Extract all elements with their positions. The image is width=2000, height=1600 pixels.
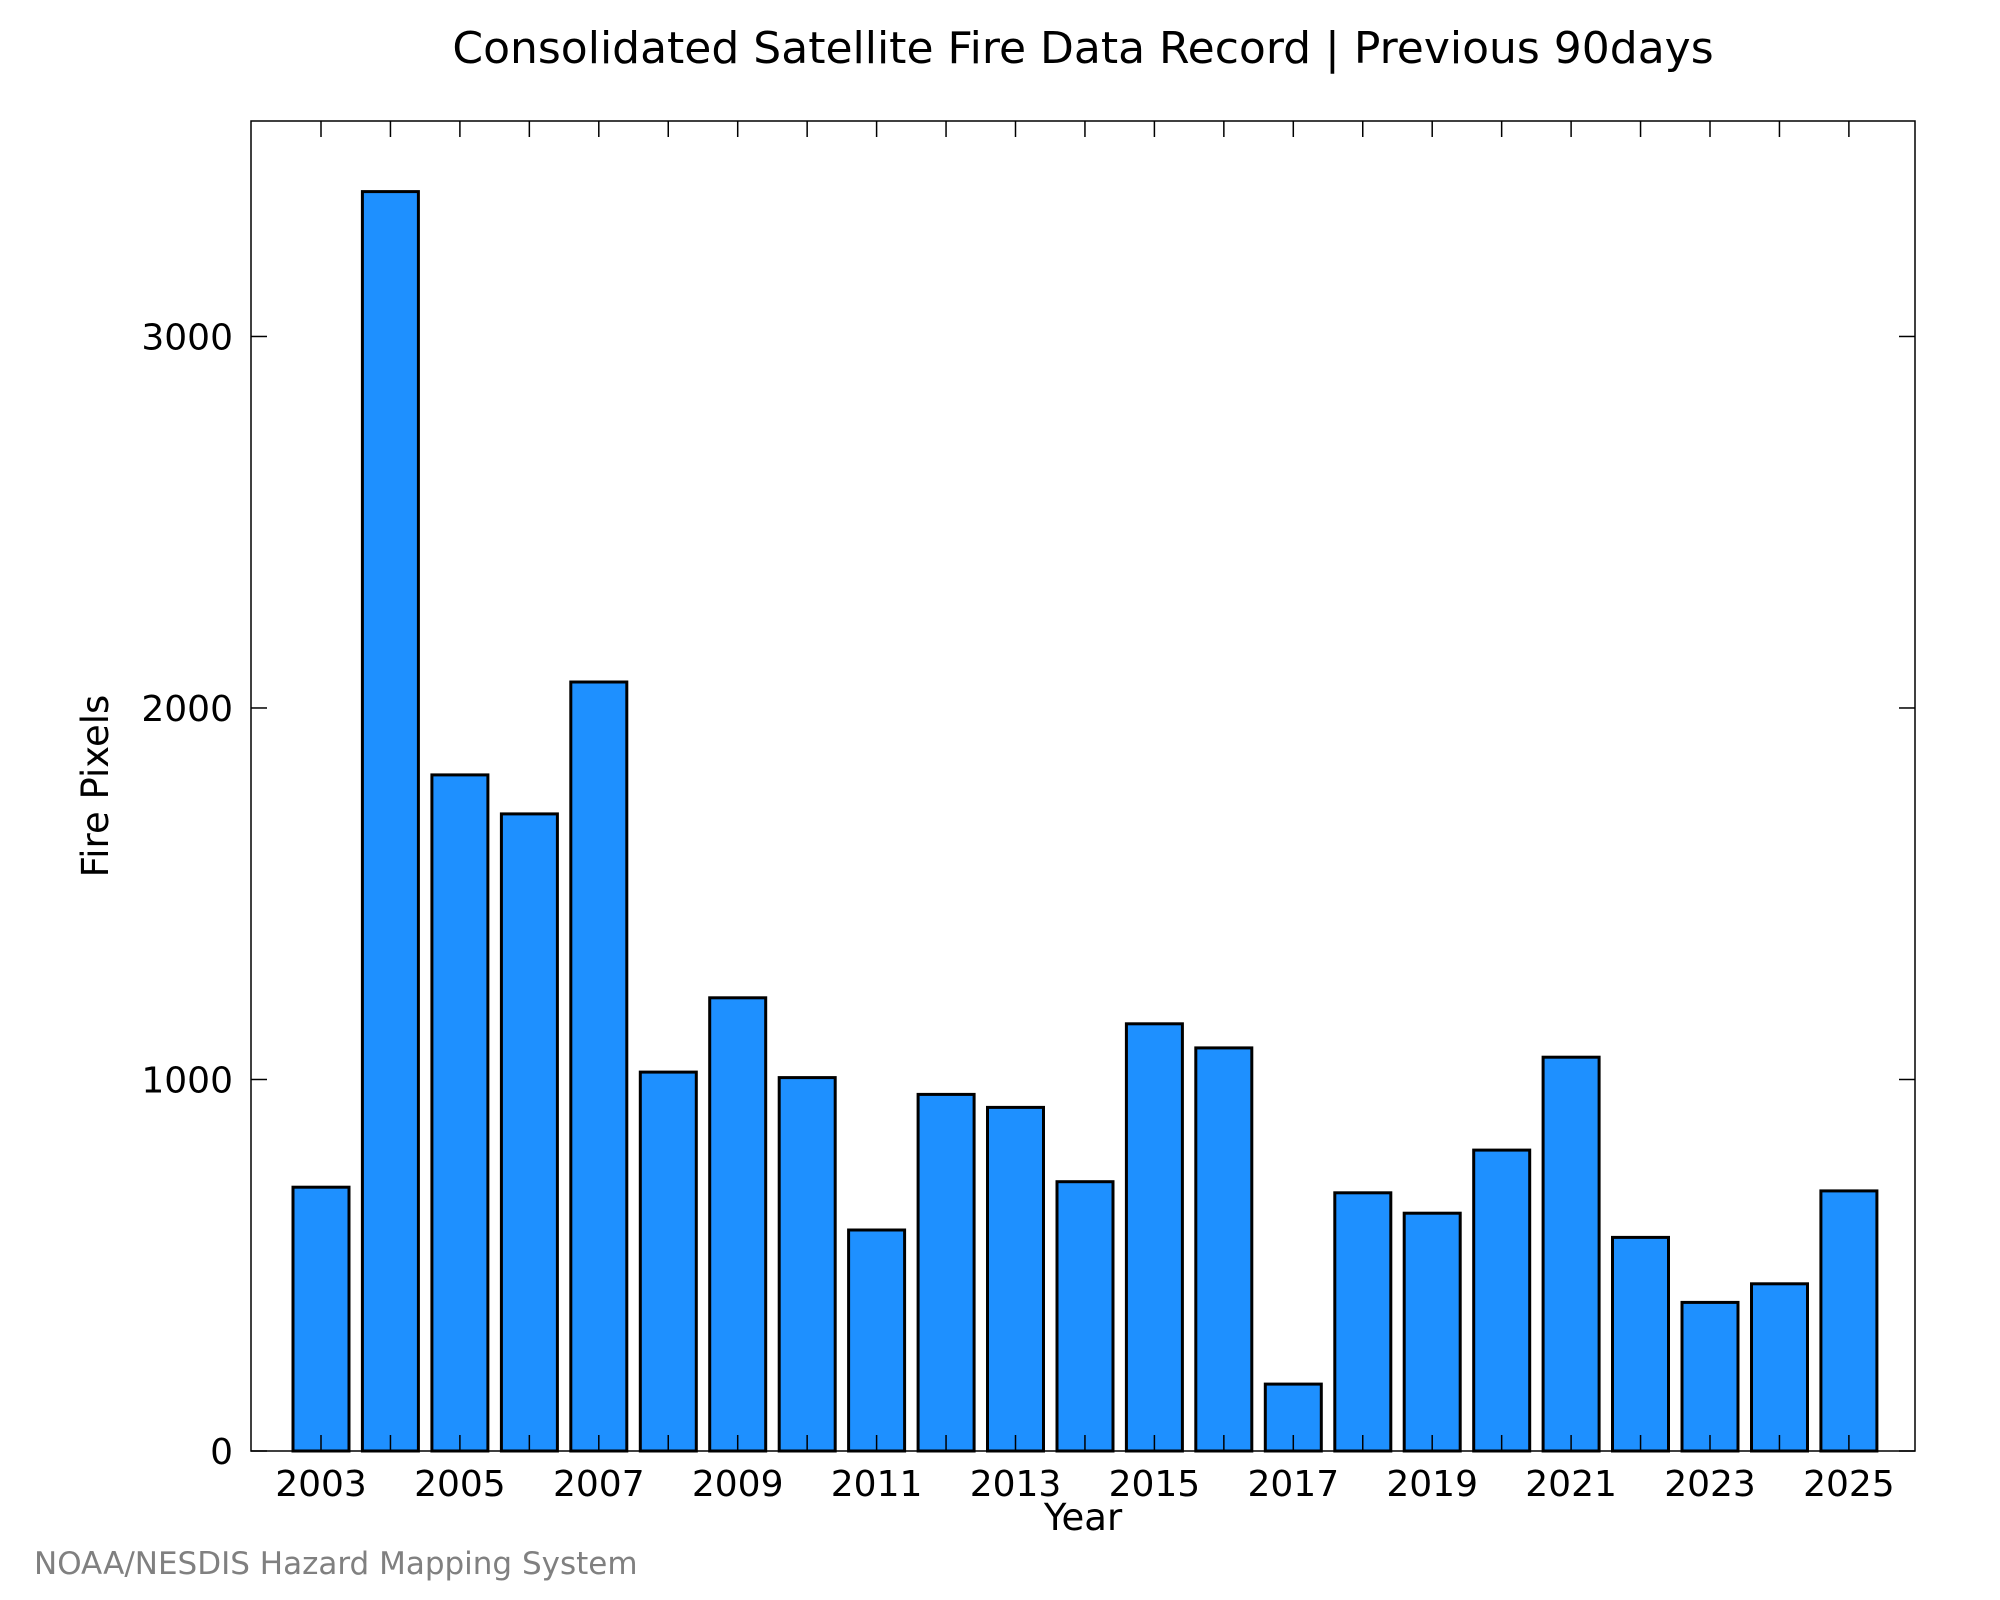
x-tick-label: 2013 <box>970 1464 1062 1505</box>
x-tick-label: 2019 <box>1386 1464 1478 1505</box>
bar-2016 <box>1194 1046 1254 1453</box>
bar-2007 <box>569 680 629 1453</box>
x-tick-label: 2021 <box>1525 1464 1617 1505</box>
bar-2003 <box>291 1185 351 1453</box>
x-tick-label: 2007 <box>553 1464 645 1505</box>
bar-2014 <box>1055 1180 1115 1453</box>
x-tick-label: 2009 <box>692 1464 784 1505</box>
bar-2022 <box>1611 1235 1670 1453</box>
y-tick-label: 1000 <box>141 1060 233 1101</box>
bars <box>291 190 1879 1453</box>
y-axis-ticks: 0 1000 2000 3000 <box>141 317 1915 1473</box>
x-tick-label: 2015 <box>1109 1464 1201 1505</box>
bar-2004 <box>360 190 420 1453</box>
bar-2021 <box>1541 1055 1601 1453</box>
credit-text: NOAA/NESDIS Hazard Mapping System <box>34 1546 638 1582</box>
y-axis-label: Fire Pixels <box>74 695 117 878</box>
x-tick-label: 2005 <box>414 1464 506 1505</box>
bar-2006 <box>499 812 559 1453</box>
bar-2011 <box>847 1228 907 1453</box>
bar-2009 <box>708 996 768 1453</box>
bar-2023 <box>1680 1300 1740 1453</box>
x-tick-label: 2025 <box>1803 1464 1895 1505</box>
y-tick-label: 0 <box>210 1432 233 1473</box>
bar-2025 <box>1819 1189 1879 1453</box>
bar-2015 <box>1124 1022 1184 1453</box>
bar-2019 <box>1402 1211 1462 1453</box>
bar-2018 <box>1333 1191 1393 1453</box>
x-axis-label: Year <box>1043 1496 1123 1539</box>
bar-2012 <box>916 1092 976 1453</box>
chart-title: Consolidated Satellite Fire Data Record … <box>452 23 1713 74</box>
bar-2010 <box>777 1076 837 1453</box>
bar-2020 <box>1472 1148 1532 1453</box>
y-tick-label: 2000 <box>141 689 233 730</box>
bar-2008 <box>638 1070 698 1453</box>
x-tick-label: 2017 <box>1247 1464 1339 1505</box>
bar-2013 <box>986 1105 1045 1453</box>
bar-2005 <box>430 773 490 1453</box>
bar-2024 <box>1750 1282 1809 1453</box>
x-tick-label: 2011 <box>831 1464 923 1505</box>
x-tick-label: 2023 <box>1664 1464 1756 1505</box>
x-tick-label: 2003 <box>275 1464 367 1505</box>
x-axis-ticks: 2003 2005 2007 2009 2011 2013 2015 2017 2019 2021… <box>275 121 1895 1505</box>
plot-frame <box>250 120 1916 1452</box>
y-tick-label: 3000 <box>141 317 233 358</box>
